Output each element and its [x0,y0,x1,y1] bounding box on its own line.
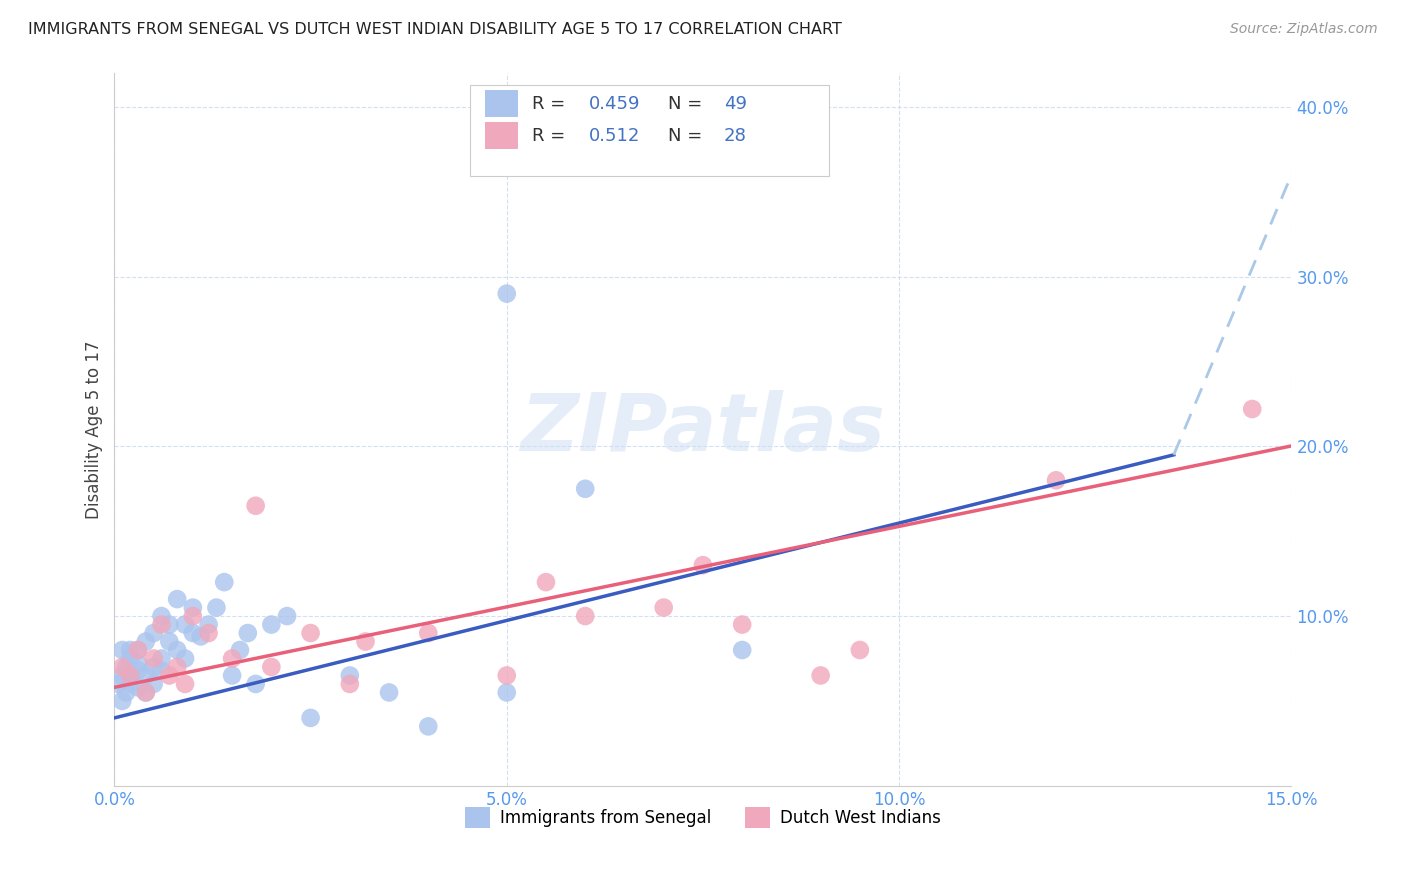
Point [260,617,283,632]
Point [174,677,197,691]
Text: IMMIGRANTS FROM SENEGAL VS DUTCH WEST INDIAN DISABILITY AGE 5 TO 17 CORRELATION : IMMIGRANTS FROM SENEGAL VS DUTCH WEST IN… [28,22,842,37]
Point [339,677,361,691]
Point [135,685,157,699]
Point [495,668,517,682]
Point [150,617,173,632]
Text: 0.512: 0.512 [589,127,640,145]
Point [197,626,219,640]
Point [157,617,180,632]
Point [339,668,361,682]
Point [495,286,517,301]
Point [166,643,188,657]
Point [166,592,188,607]
Point [495,685,517,699]
Point [245,499,267,513]
Point [157,634,180,648]
Point [849,643,872,657]
Point [1045,473,1067,487]
Text: N =: N = [668,95,707,112]
Point [731,617,754,632]
Point [127,643,149,657]
Point [120,677,142,691]
Text: 49: 49 [724,95,747,112]
Point [120,668,142,682]
Point [731,643,754,657]
Point [127,643,149,657]
Text: 28: 28 [724,127,747,145]
Text: Source: ZipAtlas.com: Source: ZipAtlas.com [1230,22,1378,37]
Point [229,643,252,657]
FancyBboxPatch shape [470,85,830,177]
Point [221,651,243,665]
Point [574,482,596,496]
Point [190,629,212,643]
Point [245,677,267,691]
Point [150,651,173,665]
Point [418,719,440,733]
Legend: Immigrants from Senegal, Dutch West Indians: Immigrants from Senegal, Dutch West Indi… [458,801,948,835]
Y-axis label: Disability Age 5 to 17: Disability Age 5 to 17 [86,340,103,518]
Point [205,600,228,615]
Point [236,626,259,640]
Point [299,711,322,725]
Point [120,643,142,657]
Point [111,643,134,657]
Point [276,609,298,624]
Point [142,660,165,674]
Point [166,660,188,674]
Point [534,575,557,590]
Point [214,575,236,590]
Point [115,685,138,699]
Point [418,626,440,640]
Text: R =: R = [533,127,571,145]
Point [378,685,401,699]
Point [354,634,377,648]
Point [810,668,832,682]
Point [221,668,243,682]
Text: R =: R = [533,95,571,112]
Text: 0.459: 0.459 [589,95,640,112]
Point [174,617,197,632]
Point [197,617,219,632]
Point [120,668,142,682]
Point [150,664,173,678]
Point [107,677,129,691]
Point [142,677,165,691]
Point [142,626,165,640]
Point [692,558,714,573]
Point [111,660,134,674]
Point [260,660,283,674]
Point [181,626,204,640]
Point [135,668,157,682]
Point [115,660,138,674]
Point [127,681,149,695]
Point [174,651,197,665]
Text: N =: N = [668,127,707,145]
FancyBboxPatch shape [485,90,519,117]
Point [127,664,149,678]
Point [1241,402,1264,417]
Point [574,609,596,624]
Point [181,600,204,615]
Point [157,668,180,682]
Point [111,694,134,708]
FancyBboxPatch shape [485,122,519,149]
Point [181,609,204,624]
Point [127,657,149,671]
Point [652,600,675,615]
Point [120,651,142,665]
Point [111,668,134,682]
Point [135,685,157,699]
Point [150,609,173,624]
Point [299,626,322,640]
Point [135,634,157,648]
Point [142,651,165,665]
Text: ZIPatlas: ZIPatlas [520,391,886,468]
